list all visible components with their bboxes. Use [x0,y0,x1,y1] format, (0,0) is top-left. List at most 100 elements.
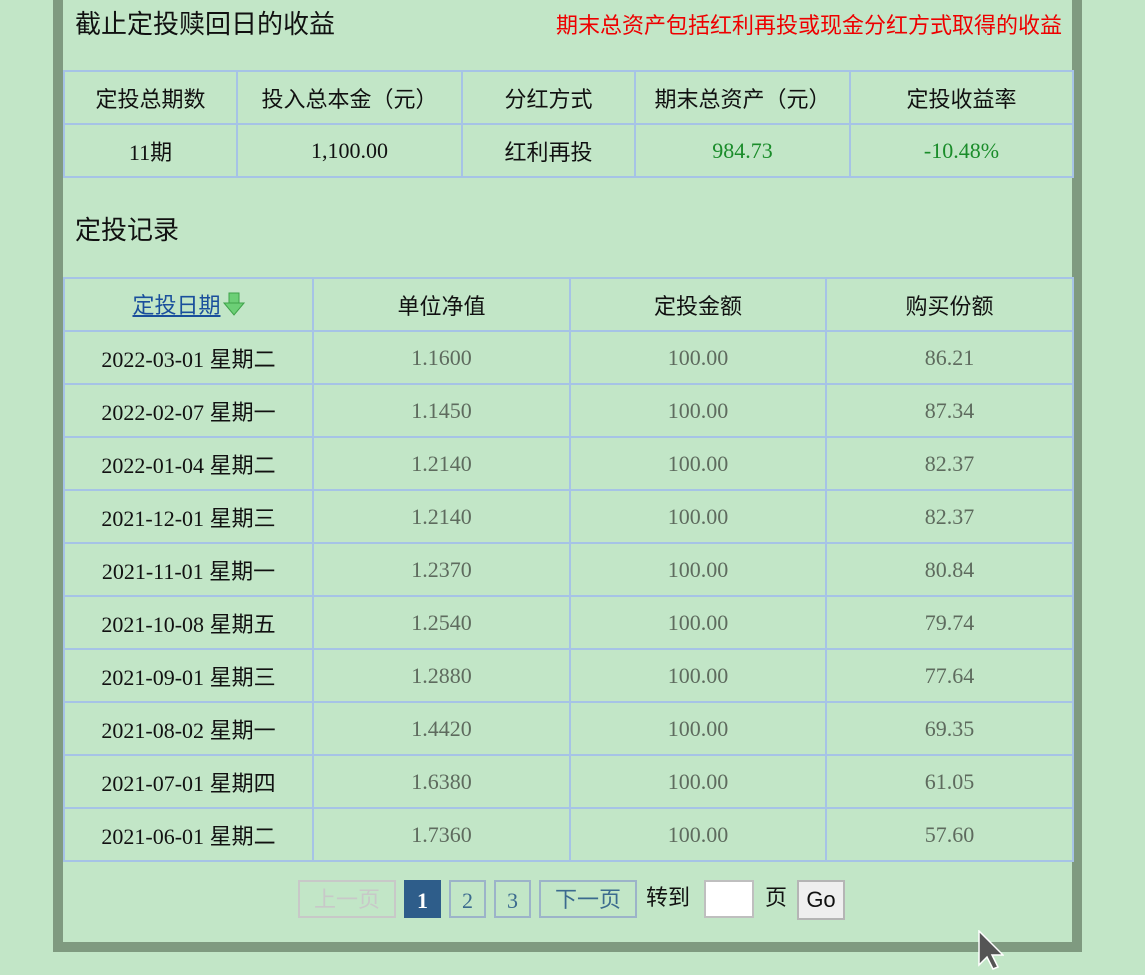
record-shares: 61.05 [825,754,1074,809]
prev-page-button[interactable]: 上一页 [298,880,396,918]
records-header-shares: 购买份额 [825,277,1074,332]
records-header-amount: 定投金额 [569,277,827,332]
sort-by-date-link[interactable]: 定投日期 [132,293,221,319]
record-nav: 1.2140 [312,489,571,544]
table-row: 2022-01-04 星期二 1.2140 100.00 82.37 [63,436,1074,491]
page-2-button[interactable]: 2 [449,880,486,918]
mouse-pointer-icon [978,929,1005,974]
record-amount: 100.00 [569,648,827,703]
record-nav: 1.7360 [312,807,571,862]
summary-value-row: 11期 1,100.00 红利再投 984.73 -10.48% [63,123,1074,178]
record-amount: 100.00 [569,489,827,544]
record-date: 2021-10-08 [101,611,205,637]
record-weekday: 星期五 [209,612,276,638]
record-amount: 100.00 [569,595,827,650]
page-1-button[interactable]: 1 [404,880,441,918]
record-shares: 82.37 [825,436,1074,491]
record-amount: 100.00 [569,542,827,597]
records-header-date[interactable]: 定投日期 [63,277,314,332]
next-page-button[interactable]: 下一页 [539,880,637,918]
summary-header-periods: 定投总期数 [63,70,238,125]
content-panel-inner: 截止定投赎回日的收益 期末总资产包括红利再投或现金分红方式取得的收益 定投总期数… [63,0,1074,942]
record-weekday: 星期三 [209,665,276,691]
record-date: 2021-07-01 [101,770,205,796]
record-nav: 1.1450 [312,383,571,438]
record-shares: 82.37 [825,489,1074,544]
summary-header-principal: 投入总本金（元） [236,70,463,125]
record-shares: 57.60 [825,807,1074,862]
record-nav: 1.2140 [312,436,571,491]
table-row: 2021-10-08 星期五 1.2540 100.00 79.74 [63,595,1074,650]
record-shares: 79.74 [825,595,1074,650]
sort-down-arrow-icon[interactable] [222,292,245,322]
summary-principal: 1,100.00 [236,123,463,178]
record-weekday: 星期二 [209,824,276,850]
record-shares: 86.21 [825,330,1074,385]
table-row: 2022-02-07 星期一 1.1450 100.00 87.34 [63,383,1074,438]
record-date: 2022-02-07 [101,399,205,425]
records-title: 定投记录 [75,216,180,246]
go-button[interactable]: Go [797,880,845,920]
record-date-cell: 2021-06-01 星期二 [63,807,314,862]
page-unit-label: 页 [765,886,788,911]
record-nav: 1.2540 [312,595,571,650]
record-amount: 100.00 [569,701,827,756]
summary-header-dividend-method: 分红方式 [461,70,636,125]
summary-dividend-method: 红利再投 [461,123,636,178]
record-amount: 100.00 [569,436,827,491]
record-date-cell: 2021-10-08 星期五 [63,595,314,650]
records-header-row: 定投日期 单位净值 定投金额 购买份额 [63,277,1074,332]
record-date: 2022-03-01 [101,346,205,372]
goto-page-input[interactable] [704,880,754,918]
table-row: 2021-11-01 星期一 1.2370 100.00 80.84 [63,542,1074,597]
record-nav: 1.2370 [312,542,571,597]
record-date-cell: 2022-02-07 星期一 [63,383,314,438]
summary-table: 定投总期数 投入总本金（元） 分红方式 期末总资产（元） 定投收益率 11期 1… [63,70,1074,178]
record-shares: 87.34 [825,383,1074,438]
record-shares: 80.84 [825,542,1074,597]
record-weekday: 星期一 [209,718,276,744]
records-body: 2022-03-01 星期二 1.1600 100.00 86.21 2022-02-0… [63,330,1074,862]
record-date: 2021-06-01 [101,823,205,849]
record-amount: 100.00 [569,754,827,809]
pagination: 上一页 1 2 3 下一页 转到 页 Go [63,880,1072,922]
record-nav: 1.6380 [312,754,571,809]
record-date-cell: 2021-08-02 星期一 [63,701,314,756]
table-row: 2021-09-01 星期三 1.2880 100.00 77.64 [63,648,1074,703]
record-amount: 100.00 [569,330,827,385]
content-panel: 截止定投赎回日的收益 期末总资产包括红利再投或现金分红方式取得的收益 定投总期数… [53,0,1082,952]
record-nav: 1.2880 [312,648,571,703]
page-3-button[interactable]: 3 [494,880,531,918]
record-date: 2021-08-02 [101,717,205,743]
record-date: 2021-09-01 [101,664,205,690]
summary-title: 截止定投赎回日的收益 [75,10,336,40]
table-row: 2021-07-01 星期四 1.6380 100.00 61.05 [63,754,1074,809]
record-weekday: 星期二 [209,347,276,373]
record-date-cell: 2021-11-01 星期一 [63,542,314,597]
record-date: 2022-01-04 [101,452,205,478]
goto-label: 转到 [646,886,691,911]
summary-end-assets: 984.73 [634,123,851,178]
record-nav: 1.4420 [312,701,571,756]
records-header-nav: 单位净值 [312,277,571,332]
record-weekday: 星期四 [209,771,276,797]
record-weekday: 星期一 [209,559,276,585]
record-date: 2021-12-01 [101,505,205,531]
record-date: 2021-11-01 [101,558,204,584]
table-row: 2021-06-01 星期二 1.7360 100.00 57.60 [63,807,1074,862]
table-row: 2022-03-01 星期二 1.1600 100.00 86.21 [63,330,1074,385]
record-amount: 100.00 [569,807,827,862]
table-row: 2021-12-01 星期三 1.2140 100.00 82.37 [63,489,1074,544]
table-row: 2021-08-02 星期一 1.4420 100.00 69.35 [63,701,1074,756]
record-shares: 69.35 [825,701,1074,756]
summary-return-rate: -10.48% [849,123,1074,178]
summary-header-row: 定投总期数 投入总本金（元） 分红方式 期末总资产（元） 定投收益率 [63,70,1074,125]
record-shares: 77.64 [825,648,1074,703]
record-weekday: 星期三 [209,506,276,532]
record-date-cell: 2021-07-01 星期四 [63,754,314,809]
summary-header-end-assets: 期末总资产（元） [634,70,851,125]
records-table: 定投日期 单位净值 定投金额 购买份额 2022-03-01 星期二 1.1600… [63,277,1074,862]
record-amount: 100.00 [569,383,827,438]
record-weekday: 星期一 [209,400,276,426]
summary-note: 期末总资产包括红利再投或现金分红方式取得的收益 [555,14,1062,39]
